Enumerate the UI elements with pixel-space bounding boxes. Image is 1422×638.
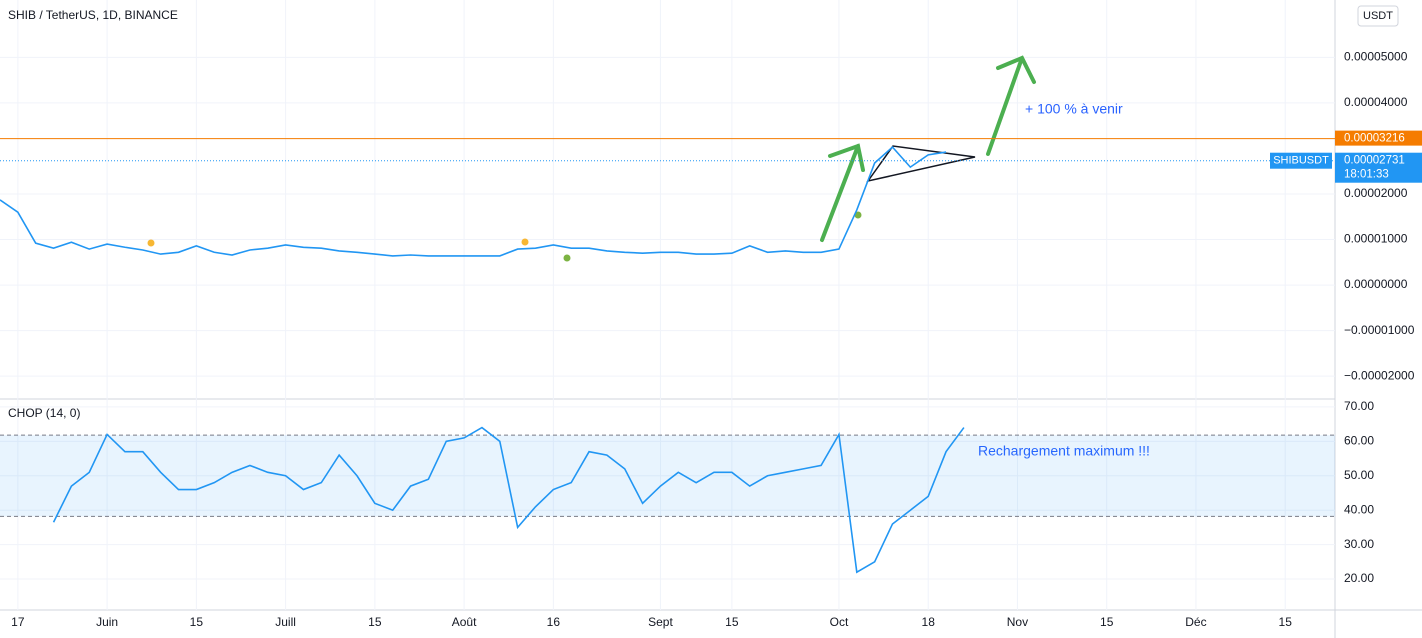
chart-title: SHIB / TetherUS, 1D, BINANCE (8, 8, 178, 22)
series-line (0, 145, 947, 257)
currency-button[interactable] (1357, 5, 1399, 27)
x-tick-label: Sept (648, 615, 673, 629)
y-tick-label: 30.00 (1344, 537, 1374, 551)
annotation: + 100 % à venir (1025, 101, 1123, 117)
grid (0, 0, 1335, 610)
marker (521, 238, 529, 246)
price-label-bg (1335, 152, 1422, 183)
x-tick-label: Août (452, 615, 477, 629)
triangle-pattern (866, 145, 976, 183)
arrow-up-2 (986, 55, 1036, 156)
x-tick-label: 18 (922, 615, 936, 629)
price-label: 0.00003216 (1344, 133, 1405, 145)
marker (147, 239, 155, 247)
y-tick-label: 70.00 (1344, 399, 1374, 413)
y-tick-label: −0.00001000 (1344, 323, 1415, 337)
y-tick-label: 0.00001000 (1344, 232, 1408, 246)
series-line (52, 426, 965, 574)
indicator-title: CHOP (14, 0) (8, 406, 80, 420)
band-fill (0, 435, 1335, 517)
x-tick-label: 17 (11, 615, 25, 629)
y-tick-label: 0.00000000 (1344, 277, 1408, 291)
countdown: 18:01:33 (1344, 169, 1389, 181)
x-tick-label: 15 (1100, 615, 1114, 629)
arrow-up-1 (820, 143, 865, 242)
price-label: 0.00002731 (1344, 155, 1405, 167)
arrows (820, 55, 1036, 242)
annotation: Rechargement maximum !!! (978, 443, 1150, 459)
y-tick-label: 0.00002000 (1344, 186, 1408, 200)
x-tick-label: Déc (1185, 615, 1206, 629)
x-tick-label: Juin (96, 615, 118, 629)
price-label-bg (1335, 130, 1422, 146)
y-tick-label: 0.00004000 (1344, 95, 1408, 109)
symbol-label-bg (1270, 152, 1332, 169)
x-tick-label: 15 (1279, 615, 1293, 629)
symbol-label: SHIBUSDT (1273, 155, 1329, 167)
y-tick-label: 40.00 (1344, 502, 1374, 516)
marker (563, 254, 571, 262)
marker (854, 211, 862, 219)
y-tick-label: 60.00 (1344, 434, 1374, 448)
x-tick-label: Nov (1007, 615, 1028, 629)
y-tick-label: 20.00 (1344, 571, 1374, 585)
x-tick-label: 15 (725, 615, 739, 629)
y-tick-label: −0.00002000 (1344, 368, 1415, 382)
x-tick-label: Oct (830, 615, 849, 629)
x-tick-label: 15 (190, 615, 204, 629)
x-tick-label: Juill (275, 615, 296, 629)
y-tick-label: 0.00005000 (1344, 50, 1408, 64)
y-tick-label: 50.00 (1344, 468, 1374, 482)
x-tick-label: 16 (547, 615, 561, 629)
currency-label: USDT (1363, 10, 1393, 22)
x-tick-label: 15 (368, 615, 382, 629)
